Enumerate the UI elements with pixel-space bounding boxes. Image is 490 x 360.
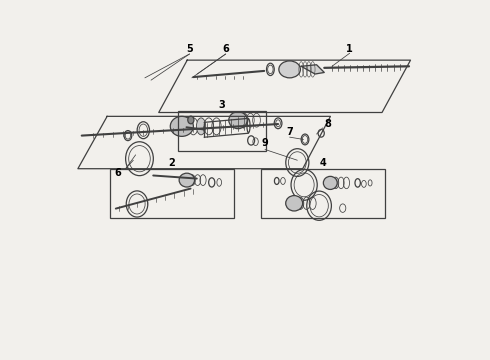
Ellipse shape [241, 113, 248, 127]
Ellipse shape [229, 112, 247, 129]
Text: 8: 8 [325, 119, 332, 129]
Ellipse shape [179, 173, 195, 187]
Ellipse shape [189, 175, 196, 185]
Ellipse shape [279, 61, 300, 78]
Text: 2: 2 [169, 158, 175, 168]
Ellipse shape [333, 177, 339, 189]
Bar [177, 111, 266, 151]
Ellipse shape [188, 116, 194, 124]
Text: 3: 3 [219, 100, 225, 110]
Ellipse shape [171, 116, 194, 136]
Text: 5: 5 [186, 44, 193, 54]
Bar [261, 169, 385, 218]
Ellipse shape [323, 176, 337, 189]
Text: 7: 7 [286, 127, 293, 137]
Text: 6: 6 [222, 44, 229, 54]
Bar [110, 169, 234, 218]
Text: 6: 6 [115, 167, 122, 177]
Ellipse shape [196, 118, 206, 135]
Text: 9: 9 [262, 138, 269, 148]
Text: 4: 4 [319, 158, 326, 168]
Ellipse shape [297, 197, 304, 210]
Polygon shape [301, 65, 324, 74]
Text: 1: 1 [346, 44, 353, 54]
Ellipse shape [286, 195, 303, 211]
